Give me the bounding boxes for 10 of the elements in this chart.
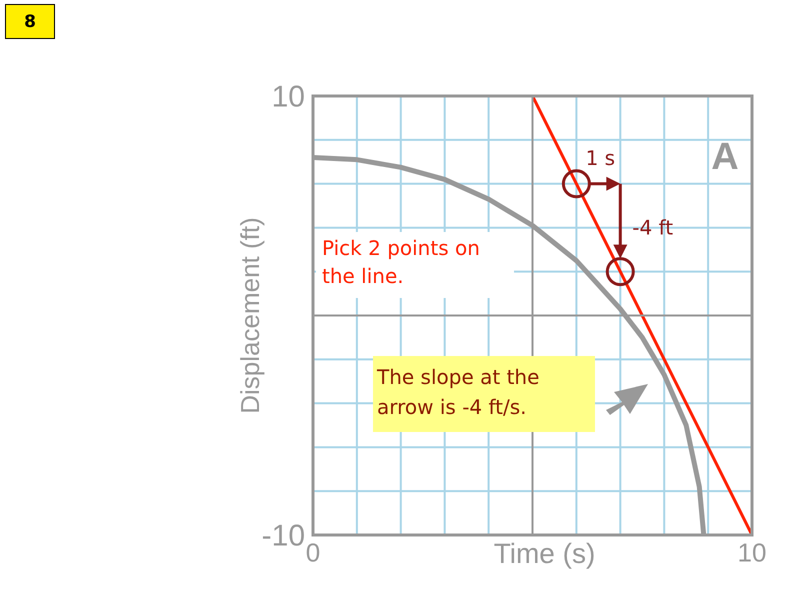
annotation: A	[710, 136, 740, 180]
annotation: -4 ft	[632, 216, 674, 240]
y-axis-title: Displacement (ft)	[235, 217, 265, 414]
annotation: The slope at the arrow is -4 ft/s.	[373, 356, 595, 432]
annotation: 1 s	[586, 146, 616, 170]
annotation: Pick 2 points on the line.	[316, 232, 514, 298]
text: 8	[5, 4, 55, 39]
x-tick-label: 0	[306, 537, 320, 568]
x-axis-title: Time (s)	[494, 538, 596, 569]
y-tick-label: -10	[262, 520, 305, 553]
